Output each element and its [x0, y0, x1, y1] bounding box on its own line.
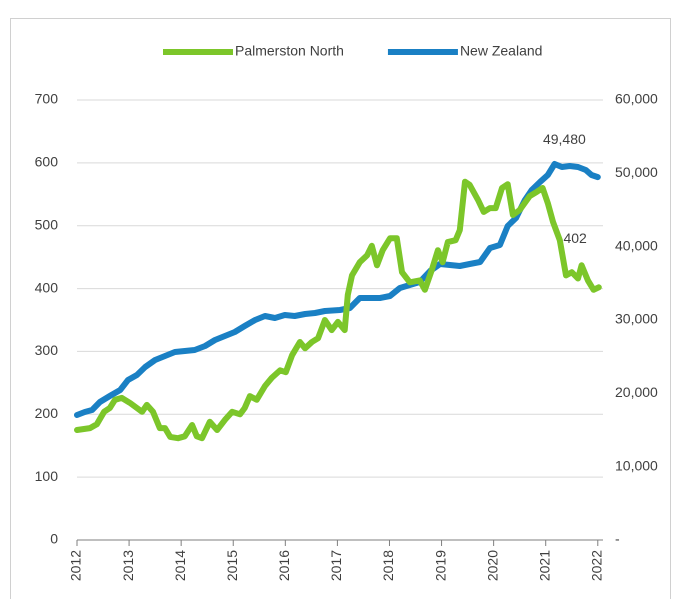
- y2-tick-label: 60,000: [615, 91, 658, 107]
- x-tick-label: 2020: [484, 550, 500, 581]
- x-tick-label: 2012: [68, 550, 84, 581]
- y2-tick-label: 30,000: [615, 311, 658, 327]
- y2-tick-label: 10,000: [615, 457, 658, 473]
- series-line: [74, 161, 601, 418]
- x-tick-label: 2017: [328, 550, 344, 581]
- y2-tick-label: 40,000: [615, 237, 658, 253]
- x-tick-label: 2021: [536, 550, 552, 581]
- y2-tick-label: -: [615, 531, 620, 547]
- annotation: 49,480: [543, 131, 586, 147]
- y-tick-label: 400: [35, 279, 59, 295]
- y-tick-label: 300: [35, 342, 59, 358]
- x-tick-label: 2013: [120, 550, 136, 581]
- y-tick-label: 600: [35, 154, 59, 170]
- x-tick-label: 2022: [588, 550, 604, 581]
- x-tick-label: 2014: [172, 550, 188, 581]
- y-tick-label: 0: [50, 531, 58, 547]
- x-tick-label: 2019: [432, 550, 448, 581]
- annotation: 402: [563, 230, 587, 246]
- y2-tick-label: 50,000: [615, 164, 658, 180]
- x-tick-label: 2016: [276, 550, 292, 581]
- y-tick-label: 100: [35, 468, 59, 484]
- y2-tick-label: 20,000: [615, 384, 658, 400]
- x-tick-label: 2015: [224, 550, 240, 581]
- legend-label: New Zealand: [460, 43, 543, 59]
- legend-label: Palmerston North: [235, 43, 344, 59]
- x-tick-label: 2018: [380, 550, 396, 581]
- chart-frame: [10, 18, 671, 599]
- series-line: [74, 178, 602, 442]
- y-tick-label: 200: [35, 405, 59, 421]
- y-tick-label: 700: [35, 91, 59, 107]
- y-tick-label: 500: [35, 216, 59, 232]
